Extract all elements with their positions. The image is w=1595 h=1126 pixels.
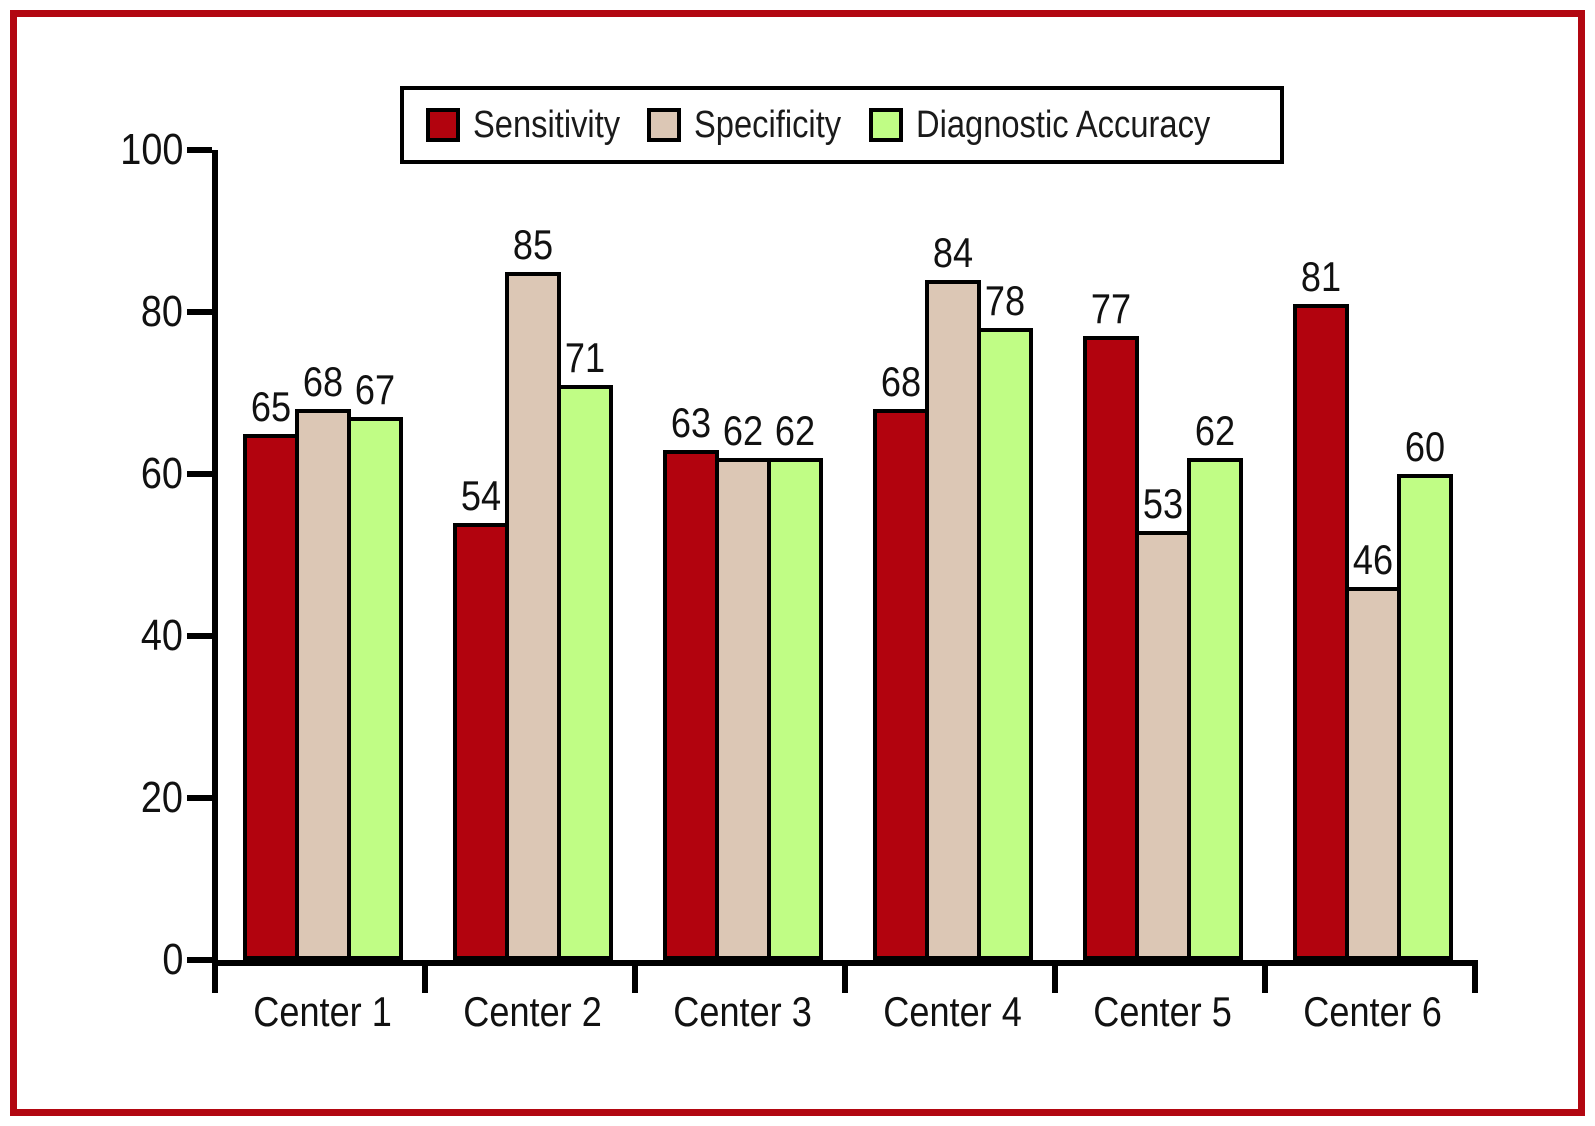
bar-diagnostic-accuracy-center-3: 62: [767, 407, 823, 960]
y-axis-line: [212, 150, 218, 966]
bar-sensitivity-center-6: 81: [1293, 253, 1349, 960]
bar-value-label: 54: [460, 471, 502, 519]
y-axis-tick-label-0: 0: [161, 935, 183, 984]
legend-label-sensitivity: Sensitivity: [473, 103, 621, 146]
y-axis-tick-label-100: 100: [119, 125, 183, 174]
bar-sensitivity-center-3: 63: [663, 399, 719, 960]
bar-value-label: 60: [1404, 423, 1446, 470]
legend-entry-sensitivity: Sensitivity: [426, 104, 644, 147]
bar-value-label: 68: [880, 358, 922, 406]
bar-group-center-3: 63 62 62: [638, 150, 848, 960]
bar-sensitivity-center-1: 65: [243, 383, 299, 960]
y-axis-tick-60: [187, 471, 212, 477]
bar-specificity-center-1: 68: [295, 358, 351, 960]
bar-value-label: 71: [564, 333, 606, 381]
bar-value-label: 85: [512, 220, 554, 268]
bar-value-label: 81: [1300, 252, 1342, 300]
bar-specificity-center-4: 84: [925, 229, 981, 960]
y-axis-tick-label-40: 40: [140, 611, 183, 660]
bar-specificity-center-2: 85: [505, 221, 561, 960]
x-axis-category-label-center-6: Center 6: [1303, 988, 1443, 1035]
y-axis-tick-label-20: 20: [140, 773, 183, 822]
x-axis-labels: Center 1 Center 2 Center 3 Center 4 Center 5…: [218, 988, 1478, 1036]
bar-diagnostic-accuracy-center-6: 60: [1397, 423, 1453, 960]
bar-value-label: 77: [1090, 285, 1132, 333]
x-axis-tick-3: [842, 966, 848, 993]
bar-value-label: 63: [670, 398, 712, 446]
x-axis-category-label-center-4: Center 4: [883, 988, 1023, 1035]
bar-diagnostic-accuracy-center-5: 62: [1187, 407, 1243, 960]
bar-value-label: 62: [722, 406, 764, 454]
legend-entry-diagnostic-accuracy: Diagnostic Accuracy: [868, 103, 1258, 147]
x-axis-category-label-center-2: Center 2: [463, 988, 603, 1035]
x-axis-category-label-center-1: Center 1: [253, 988, 393, 1035]
chart-legend: Sensitivity Specificity Diagnostic Accurac…: [400, 86, 1284, 164]
figure-border: [10, 10, 1585, 1116]
bar-diagnostic-accuracy-center-1: 67: [347, 366, 403, 960]
y-axis-tick-80: [187, 309, 212, 315]
legend-swatch-diagnostic-accuracy-icon: [868, 108, 903, 142]
legend-label-specificity: Specificity: [694, 103, 842, 146]
x-axis-tick-2: [632, 966, 638, 993]
bar-group-center-2: 54 85 71: [428, 150, 638, 960]
bar-value-label: 67: [354, 366, 396, 414]
x-axis-category-label-center-3: Center 3: [673, 988, 813, 1035]
x-axis-tick-0: [212, 966, 218, 993]
bar-value-label: 84: [932, 228, 974, 276]
bar-sensitivity-center-4: 68: [873, 358, 929, 960]
legend-entry-specificity: Specificity: [647, 104, 865, 147]
y-axis-tick-40: [187, 633, 212, 639]
x-axis-tick-6: [1472, 966, 1478, 993]
bar-sensitivity-center-2: 54: [453, 472, 509, 960]
y-axis-tick-label-80: 80: [140, 287, 183, 336]
legend-label-diagnostic-accuracy: Diagnostic Accuracy: [915, 103, 1211, 146]
y-axis-tick-label-60: 60: [140, 449, 183, 498]
bar-value-label: 68: [302, 358, 344, 406]
bar-specificity-center-3: 62: [715, 407, 771, 960]
bar-specificity-center-6: 46: [1345, 536, 1401, 960]
bar-value-label: 78: [984, 277, 1026, 325]
x-axis-tick-5: [1262, 966, 1268, 993]
y-axis-tick-0: [187, 957, 212, 963]
bar-diagnostic-accuracy-center-2: 71: [557, 334, 613, 960]
legend-swatch-specificity-icon: [647, 108, 682, 142]
bar-sensitivity-center-5: 77: [1083, 285, 1139, 960]
bar-value-label: 46: [1352, 536, 1394, 584]
bar-value-label: 62: [774, 406, 816, 454]
y-axis-tick-20: [187, 795, 212, 801]
bar-value-label: 53: [1142, 479, 1184, 527]
bar-group-center-4: 68 84 78: [848, 150, 1058, 960]
bar-group-center-1: 65 68 67: [218, 150, 428, 960]
bar-group-center-5: 77 53 62: [1058, 150, 1268, 960]
x-axis-tick-4: [1052, 966, 1058, 993]
y-axis-tick-100: [187, 147, 212, 153]
chart-plot-area: 65 68 67 54 85 71 63 62 62 68 84 78 77 53 62 81 46 60: [218, 150, 1478, 960]
bar-group-center-6: 81 46 60: [1268, 150, 1478, 960]
legend-swatch-sensitivity-icon: [426, 108, 460, 142]
bar-diagnostic-accuracy-center-4: 78: [977, 277, 1033, 960]
bar-specificity-center-5: 53: [1135, 480, 1191, 960]
bar-value-label: 62: [1194, 406, 1236, 454]
x-axis-line: [212, 960, 1478, 966]
x-axis-tick-1: [422, 966, 428, 993]
x-axis-category-label-center-5: Center 5: [1093, 988, 1233, 1035]
bar-value-label: 65: [250, 382, 292, 430]
